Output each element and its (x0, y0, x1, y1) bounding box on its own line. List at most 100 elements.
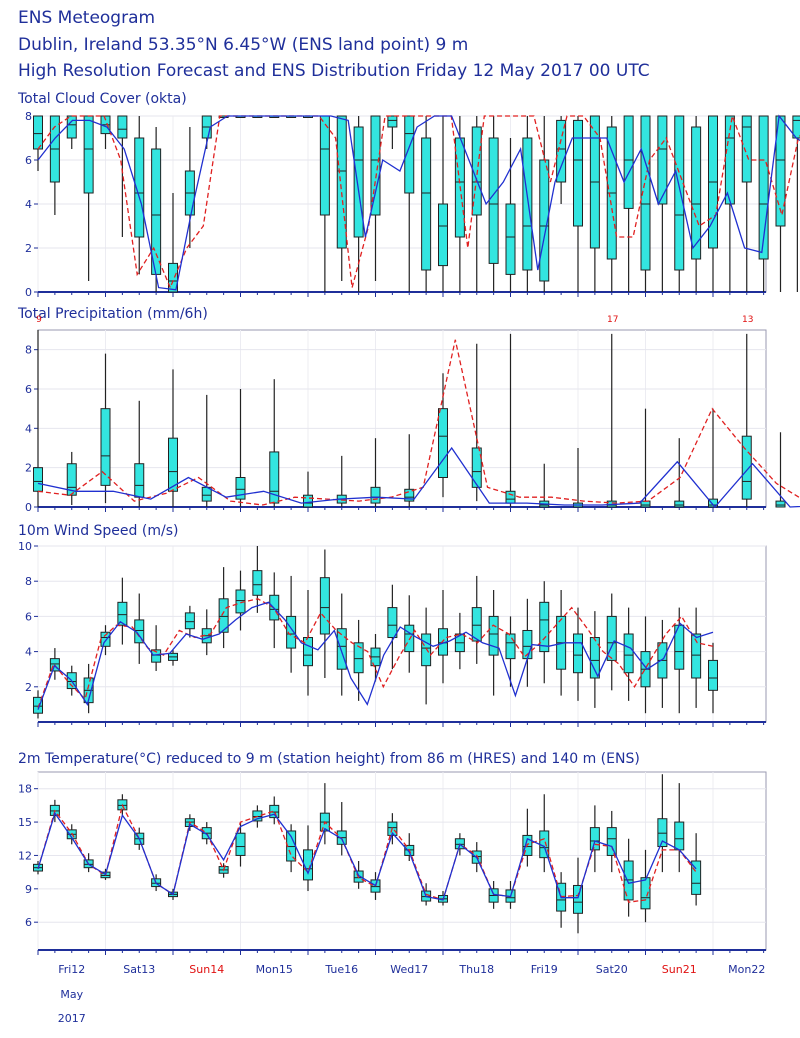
outlier-label: 9 (36, 315, 42, 325)
ens-control-line (37, 446, 800, 509)
panel-0 (33, 113, 800, 297)
ens-box (438, 408, 448, 478)
outlier-label: 17 (607, 315, 618, 325)
ens-box (758, 115, 769, 260)
y-tick-label: 6 (25, 383, 32, 396)
ens-box (353, 642, 364, 674)
ens-box (319, 577, 330, 635)
ens-box (606, 827, 617, 856)
ens-box (640, 115, 651, 271)
ens-box (657, 818, 668, 848)
ens-box (33, 115, 43, 150)
ens-box (33, 467, 43, 492)
day-label: Sat20 (596, 963, 628, 976)
ens-box (303, 494, 313, 508)
ens-box (387, 115, 398, 128)
month-label: May (60, 988, 83, 1001)
y-tick-label: 15 (18, 816, 32, 829)
ens-box (573, 633, 583, 674)
ens-box (269, 451, 280, 504)
day-label: Fri12 (58, 963, 85, 976)
y-tick-label: 10 (18, 540, 32, 553)
hres-line (37, 803, 697, 903)
panel-1 (33, 329, 800, 512)
y-tick-label: 12 (18, 849, 32, 862)
outlier-label: 13 (742, 315, 753, 325)
ens-box (691, 126, 702, 260)
ens-box (168, 262, 178, 293)
ens-box (539, 601, 550, 653)
ens-box (640, 500, 651, 508)
ens-box (83, 115, 94, 194)
panel-title: Total Precipitation (mm/6h) (17, 306, 208, 322)
y-tick-label: 4 (25, 646, 32, 659)
y-tick-label: 2 (25, 462, 32, 475)
ens-box (168, 437, 178, 492)
panel-title: 10m Wind Speed (m/s) (18, 523, 178, 539)
y-tick-label: 2 (25, 681, 32, 694)
ens-box (674, 115, 685, 271)
ens-box (691, 860, 702, 895)
ens-box (691, 633, 702, 679)
ens-box (66, 463, 77, 496)
ens-box (252, 570, 263, 596)
hres-line (37, 339, 800, 506)
day-label: Sat13 (123, 963, 155, 976)
ens-box (505, 203, 516, 275)
y-tick-label: 2 (25, 242, 32, 255)
location-line: Dublin, Ireland 53.35°N 6.45°W (ENS land… (18, 35, 469, 55)
ens-box (404, 115, 415, 194)
ens-box (303, 637, 313, 667)
ens-box (623, 115, 634, 209)
plot-frame (37, 545, 767, 723)
ens-box (674, 500, 685, 508)
ens-box (235, 477, 246, 500)
ens-box (353, 126, 364, 238)
y-tick-label: 6 (25, 610, 32, 623)
ens-box (522, 137, 533, 271)
ens-box (33, 696, 43, 714)
day-label: Fri19 (531, 963, 558, 976)
ens-box (421, 137, 432, 271)
ens-box (573, 119, 583, 227)
ens-box (505, 633, 516, 660)
ens-box (589, 637, 600, 679)
ens-box (471, 126, 482, 216)
plot-frame (37, 329, 767, 508)
ens-box (151, 649, 162, 663)
ens-box (184, 612, 195, 630)
y-tick-label: 18 (18, 783, 32, 796)
ens-box (623, 633, 634, 674)
ens-box (640, 877, 651, 910)
ens-box (421, 633, 432, 667)
ens-box (488, 615, 499, 656)
ens-box (674, 821, 685, 851)
ens-box (117, 115, 128, 139)
ens-box (134, 463, 145, 498)
day-label: Wed17 (390, 963, 428, 976)
y-tick-label: 6 (25, 916, 32, 929)
ens-box (404, 488, 415, 502)
ens-box (151, 148, 162, 275)
ens-box (573, 884, 583, 914)
ens-box (505, 490, 516, 504)
ens-box (488, 137, 499, 264)
day-label: Mon15 (256, 963, 293, 976)
panel-title: 2m Temperature(°C) reduced to 9 m (stati… (18, 751, 640, 767)
ens-box (117, 601, 128, 626)
ens-box (269, 804, 280, 819)
ens-box (775, 500, 786, 508)
ens-box (539, 830, 550, 859)
panel-title: Total Cloud Cover (okta) (17, 91, 187, 107)
ens-box (218, 598, 229, 633)
forecast-description: High Resolution Forecast and ENS Distrib… (18, 61, 650, 81)
y-tick-label: 0 (25, 286, 32, 299)
ens-box (286, 615, 297, 649)
ens-box (606, 615, 617, 661)
ens-box (66, 115, 77, 139)
y-tick-label: 6 (25, 154, 32, 167)
day-label: Thu18 (458, 963, 494, 976)
day-label: Sun14 (189, 963, 224, 976)
hres-line (37, 598, 714, 709)
